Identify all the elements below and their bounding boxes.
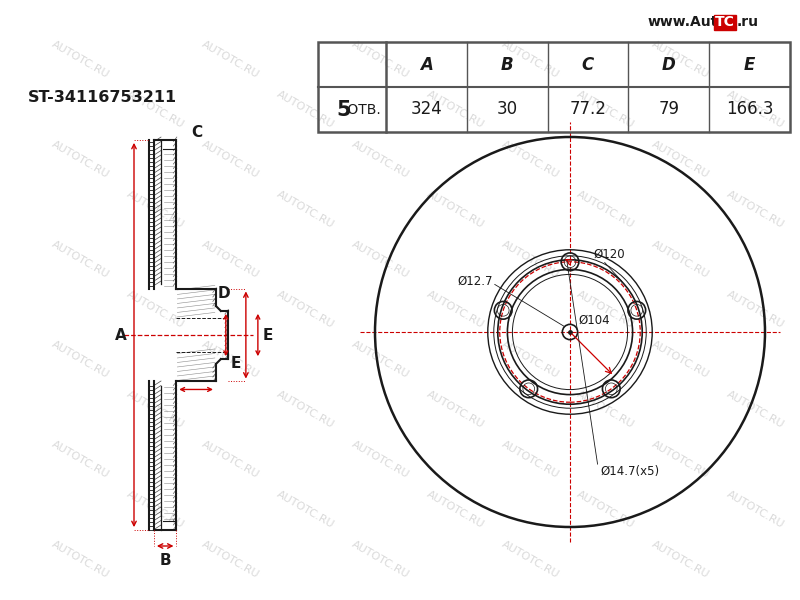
- Text: AUTOTC.RU: AUTOTC.RU: [574, 190, 635, 230]
- Text: AUTOTC.RU: AUTOTC.RU: [425, 389, 486, 430]
- Text: AUTOTC.RU: AUTOTC.RU: [725, 89, 786, 130]
- Text: AUTOTC.RU: AUTOTC.RU: [199, 340, 261, 380]
- Text: AUTOTC.RU: AUTOTC.RU: [274, 290, 335, 331]
- Text: D: D: [662, 55, 676, 73]
- Text: AUTOTC.RU: AUTOTC.RU: [499, 440, 561, 481]
- Text: AUTOTC.RU: AUTOTC.RU: [650, 239, 710, 280]
- Text: AUTOTC.RU: AUTOTC.RU: [199, 140, 261, 181]
- Text: AUTOTC.RU: AUTOTC.RU: [574, 389, 635, 430]
- Text: AUTOTC.RU: AUTOTC.RU: [125, 89, 186, 130]
- Text: AUTOTC.RU: AUTOTC.RU: [199, 239, 261, 280]
- Text: AUTOTC.RU: AUTOTC.RU: [274, 490, 335, 530]
- Text: AUTOTC.RU: AUTOTC.RU: [650, 539, 710, 580]
- Text: E: E: [744, 55, 755, 73]
- Text: AUTOTC.RU: AUTOTC.RU: [499, 539, 561, 580]
- Text: AUTOTC.RU: AUTOTC.RU: [425, 490, 486, 530]
- Text: AUTOTC.RU: AUTOTC.RU: [425, 290, 486, 331]
- Text: AUTOTC.RU: AUTOTC.RU: [350, 140, 410, 181]
- Text: Ø14.7(x5): Ø14.7(x5): [600, 466, 659, 479]
- Text: Ø12.7: Ø12.7: [458, 275, 493, 288]
- Text: C: C: [582, 55, 594, 73]
- Text: 79: 79: [658, 100, 679, 118]
- Text: AUTOTC.RU: AUTOTC.RU: [650, 440, 710, 481]
- Text: AUTOTC.RU: AUTOTC.RU: [50, 40, 110, 80]
- Text: B: B: [159, 553, 171, 568]
- Text: ОТВ.: ОТВ.: [343, 103, 381, 116]
- Text: D: D: [218, 286, 230, 301]
- Text: AUTOTC.RU: AUTOTC.RU: [350, 40, 410, 80]
- Text: AUTOTC.RU: AUTOTC.RU: [199, 440, 261, 481]
- Text: TC: TC: [715, 15, 735, 29]
- Text: 324: 324: [410, 100, 442, 118]
- Text: AUTOTC.RU: AUTOTC.RU: [350, 340, 410, 380]
- Text: AUTOTC.RU: AUTOTC.RU: [50, 239, 110, 280]
- Text: AUTOTC.RU: AUTOTC.RU: [574, 89, 635, 130]
- Text: 30: 30: [497, 100, 518, 118]
- Text: 166.3: 166.3: [726, 100, 774, 118]
- Text: AUTOTC.RU: AUTOTC.RU: [125, 389, 186, 430]
- Text: AUTOTC.RU: AUTOTC.RU: [50, 440, 110, 481]
- Text: .ru: .ru: [737, 15, 759, 29]
- Text: C: C: [190, 125, 202, 140]
- Text: www.Auto: www.Auto: [648, 15, 728, 29]
- FancyBboxPatch shape: [714, 15, 736, 30]
- Text: Ø104: Ø104: [578, 313, 610, 326]
- Text: AUTOTC.RU: AUTOTC.RU: [50, 140, 110, 181]
- Text: AUTOTC.RU: AUTOTC.RU: [499, 40, 561, 80]
- Text: AUTOTC.RU: AUTOTC.RU: [274, 389, 335, 430]
- Text: A: A: [420, 55, 433, 73]
- Text: ST-34116753211: ST-34116753211: [28, 91, 177, 106]
- Text: AUTOTC.RU: AUTOTC.RU: [650, 340, 710, 380]
- Text: AUTOTC.RU: AUTOTC.RU: [50, 340, 110, 380]
- Text: AUTOTC.RU: AUTOTC.RU: [574, 490, 635, 530]
- Text: AUTOTC.RU: AUTOTC.RU: [499, 239, 561, 280]
- Text: AUTOTC.RU: AUTOTC.RU: [650, 40, 710, 80]
- Text: AUTOTC.RU: AUTOTC.RU: [350, 539, 410, 580]
- Text: AUTOTC.RU: AUTOTC.RU: [125, 490, 186, 530]
- Text: AUTOTC.RU: AUTOTC.RU: [574, 290, 635, 331]
- Text: 5: 5: [337, 100, 351, 119]
- Text: AUTOTC.RU: AUTOTC.RU: [274, 89, 335, 130]
- Text: AUTOTC.RU: AUTOTC.RU: [274, 190, 335, 230]
- Text: A: A: [115, 328, 127, 343]
- Text: AUTOTC.RU: AUTOTC.RU: [499, 340, 561, 380]
- Text: Ø120: Ø120: [594, 248, 626, 260]
- Text: AUTOTC.RU: AUTOTC.RU: [499, 140, 561, 181]
- Text: AUTOTC.RU: AUTOTC.RU: [425, 190, 486, 230]
- Text: AUTOTC.RU: AUTOTC.RU: [725, 290, 786, 331]
- Text: B: B: [501, 55, 514, 73]
- Text: AUTOTC.RU: AUTOTC.RU: [725, 389, 786, 430]
- Text: AUTOTC.RU: AUTOTC.RU: [725, 490, 786, 530]
- Text: AUTOTC.RU: AUTOTC.RU: [50, 539, 110, 580]
- Text: AUTOTC.RU: AUTOTC.RU: [350, 239, 410, 280]
- Text: AUTOTC.RU: AUTOTC.RU: [125, 190, 186, 230]
- Text: E: E: [263, 328, 274, 343]
- Text: AUTOTC.RU: AUTOTC.RU: [199, 539, 261, 580]
- Text: E: E: [230, 356, 241, 371]
- Text: AUTOTC.RU: AUTOTC.RU: [725, 190, 786, 230]
- Text: AUTOTC.RU: AUTOTC.RU: [425, 89, 486, 130]
- Text: AUTOTC.RU: AUTOTC.RU: [650, 140, 710, 181]
- Text: AUTOTC.RU: AUTOTC.RU: [125, 290, 186, 331]
- Text: AUTOTC.RU: AUTOTC.RU: [350, 440, 410, 481]
- Text: AUTOTC.RU: AUTOTC.RU: [199, 40, 261, 80]
- Text: 77.2: 77.2: [570, 100, 606, 118]
